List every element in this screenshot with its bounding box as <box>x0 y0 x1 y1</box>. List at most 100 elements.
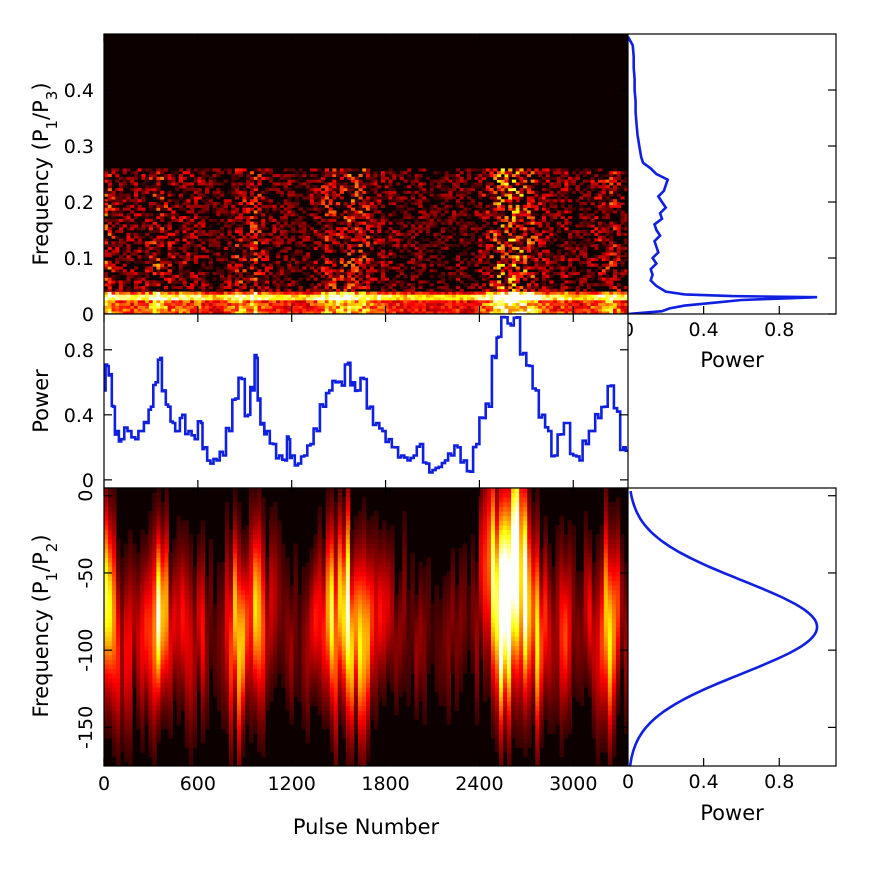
lrfs-heatmap-cell <box>351 176 356 180</box>
lrfs-heatmap-cell <box>279 230 285 234</box>
lrfs-heatmap-cell <box>351 202 356 206</box>
lrfs-heatmap-cell <box>586 185 591 189</box>
lrfs-heatmap-cell <box>317 207 322 211</box>
lrfs-heatmap-cell <box>425 280 431 284</box>
lrfs-heatmap-cell <box>463 207 468 211</box>
lrfs-heatmap-cell <box>489 308 494 312</box>
lrfs-heatmap-cell <box>380 266 386 270</box>
lrfs-heatmap-cell <box>482 255 487 259</box>
lrfs-heatmap-cell <box>107 190 112 194</box>
lrfs-heatmap-cell <box>122 179 127 183</box>
lrfs-heatmap-cell <box>358 174 363 178</box>
twodfs-heatmap-cell <box>108 659 113 665</box>
lrfs-heatmap-cell <box>167 249 172 253</box>
lrfs-heatmap-cell <box>107 232 112 236</box>
lrfs-heatmap-cell <box>201 174 206 178</box>
lrfs-heatmap-cell <box>407 305 412 309</box>
lrfs-heatmap-cell <box>253 241 258 245</box>
lrfs-heatmap-cell <box>178 280 183 284</box>
lrfs-heatmap-cell <box>437 179 442 183</box>
lrfs-heatmap-cell <box>609 199 614 203</box>
lrfs-heatmap-cell <box>410 283 416 287</box>
lrfs-heatmap-cell <box>526 174 532 178</box>
lrfs-heatmap-cell <box>414 277 419 281</box>
lrfs-heatmap-cell <box>317 235 322 239</box>
lrfs-heatmap-cell <box>115 258 120 262</box>
lrfs-heatmap-cell <box>500 193 505 197</box>
lrfs-heatmap-cell <box>508 202 513 206</box>
lrfs-heatmap-cell <box>564 179 569 183</box>
lrfs-heatmap-cell <box>609 260 614 264</box>
lrfs-heatmap-cell <box>190 294 195 298</box>
lrfs-heatmap-cell <box>220 286 225 290</box>
twodfs-heatmap-cell <box>104 515 109 521</box>
lrfs-heatmap-cell <box>564 168 569 172</box>
lrfs-heatmap-cell <box>249 286 255 290</box>
lrfs-heatmap-cell <box>478 300 483 304</box>
twodfs-heatmap-cell <box>112 627 117 633</box>
lrfs-heatmap-cell <box>133 252 139 256</box>
lrfs-heatmap-cell <box>156 283 161 287</box>
lrfs-heatmap-cell <box>504 176 509 180</box>
lrfs-heatmap-cell <box>489 202 494 206</box>
lrfs-heatmap-cell <box>534 196 539 200</box>
lrfs-heatmap-cell <box>302 224 307 228</box>
lrfs-heatmap-cell <box>122 288 127 292</box>
lrfs-heatmap-cell <box>534 246 539 250</box>
lrfs-heatmap-cell <box>560 269 565 273</box>
lrfs-heatmap-cell <box>253 168 258 172</box>
lrfs-heatmap-cell <box>302 235 307 239</box>
lrfs-heatmap-cell <box>253 283 258 287</box>
lrfs-heatmap-cell <box>201 199 206 203</box>
lrfs-heatmap-cell <box>489 210 494 214</box>
lrfs-heatmap-cell <box>392 196 397 200</box>
lrfs-heatmap-cell <box>444 193 449 197</box>
lrfs-heatmap-cell <box>560 266 565 270</box>
lrfs-heatmap-cell <box>564 300 569 304</box>
lrfs-heatmap-cell <box>474 294 479 298</box>
lrfs-heatmap-cell <box>568 297 573 301</box>
lrfs-heatmap-cell <box>167 291 172 295</box>
lrfs-heatmap-cell <box>242 308 247 312</box>
lrfs-heatmap-cell <box>122 182 127 186</box>
lrfs-heatmap-cell <box>373 210 378 214</box>
lrfs-heatmap-cell <box>193 258 198 262</box>
lrfs-heatmap-cell <box>216 300 221 304</box>
lrfs-heatmap-cell <box>163 174 169 178</box>
lrfs-heatmap-cell <box>362 263 367 267</box>
lrfs-heatmap-cell <box>343 218 348 222</box>
lrfs-heatmap-cell <box>276 283 281 287</box>
lrfs-heatmap-cell <box>287 202 292 206</box>
lrfs-heatmap-cell <box>287 224 292 228</box>
lrfs-heatmap-cell <box>508 174 513 178</box>
lrfs-heatmap-cell <box>137 311 142 314</box>
lrfs-heatmap-cell <box>133 188 139 192</box>
lrfs-heatmap-cell <box>500 302 505 306</box>
twodfs-heatmap-cell <box>108 525 113 531</box>
lrfs-heatmap-cell <box>482 224 487 228</box>
lrfs-heatmap-cell <box>279 249 285 253</box>
lrfs-heatmap-cell <box>497 230 502 234</box>
lrfs-heatmap-cell <box>541 311 547 314</box>
lrfs-heatmap-cell <box>568 176 573 180</box>
lrfs-heatmap-cell <box>220 255 225 259</box>
lrfs-heatmap-cell <box>511 216 517 220</box>
lrfs-heatmap-cell <box>182 232 187 236</box>
lrfs-heatmap-cell <box>216 244 221 248</box>
twodfs-heatmap-cell <box>108 594 113 600</box>
lrfs-heatmap-cell <box>384 297 389 301</box>
lrfs-heatmap-cell <box>444 297 449 301</box>
lrfs-heatmap-cell <box>463 188 468 192</box>
lrfs-heatmap-cell <box>620 244 625 248</box>
lrfs-heatmap-cell <box>205 297 210 301</box>
lrfs-heatmap-cell <box>429 218 434 222</box>
lrfs-heatmap-cell <box>220 277 225 281</box>
lrfs-heatmap-cell <box>523 174 528 178</box>
lrfs-heatmap-cell <box>362 204 367 208</box>
lrfs-heatmap-cell <box>332 188 337 192</box>
lrfs-heatmap-cell <box>261 213 266 217</box>
lrfs-heatmap-cell <box>425 297 431 301</box>
lrfs-heatmap-cell <box>586 274 591 278</box>
lrfs-heatmap-cell <box>362 221 367 225</box>
lrfs-heatmap-cell <box>407 199 412 203</box>
